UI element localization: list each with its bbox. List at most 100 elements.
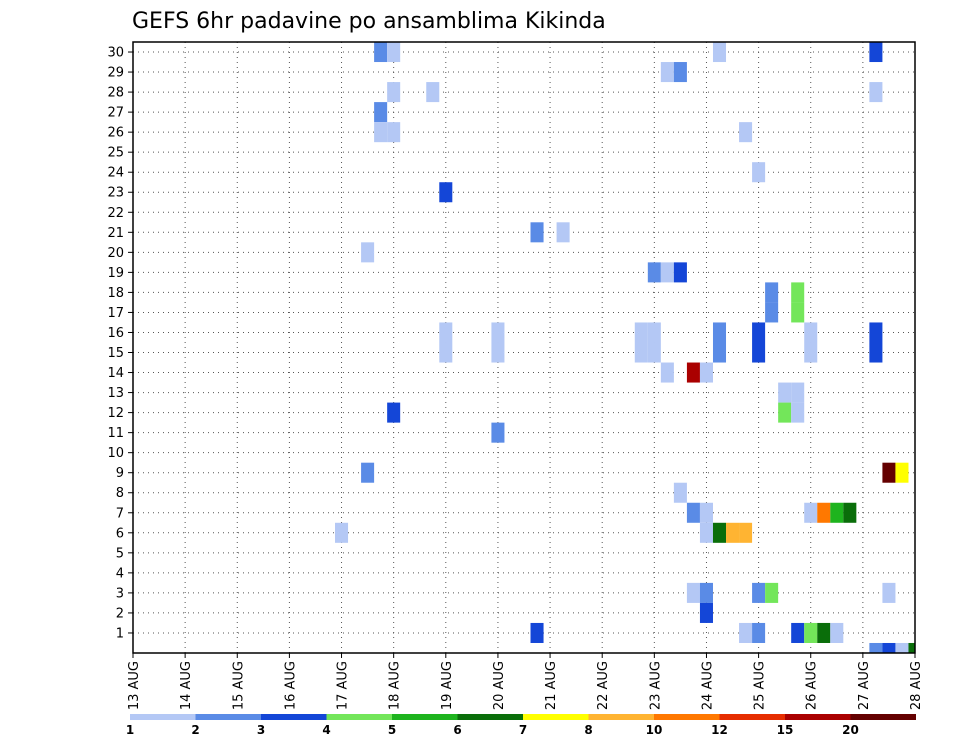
y-axis: 1234567891011121314151617181920212223242… (107, 46, 133, 641)
y-tick-label: 30 (107, 46, 124, 61)
colorbar-swatch (195, 714, 261, 720)
y-tick-label: 9 (116, 466, 124, 481)
y-tick-label: 12 (107, 406, 124, 421)
data-cell (491, 322, 505, 343)
data-cell (778, 382, 792, 403)
data-cell (791, 402, 805, 423)
data-cell (530, 622, 544, 643)
colorbar-swatch (326, 714, 392, 720)
colorbar-label: 6 (453, 723, 461, 737)
x-tick-label: 17 AUG (336, 661, 351, 710)
y-tick-label: 13 (107, 386, 124, 401)
data-cell (673, 262, 687, 283)
data-cell (739, 122, 753, 143)
data-cell (804, 622, 818, 643)
data-cell (804, 322, 818, 343)
x-tick-label: 18 AUG (388, 661, 403, 710)
data-cell (660, 262, 674, 283)
data-cell (439, 342, 453, 363)
data-cell (673, 482, 687, 503)
data-cell (895, 642, 909, 653)
data-cell (843, 502, 857, 523)
data-cell (830, 502, 844, 523)
data-cell (387, 402, 401, 423)
data-cell (712, 42, 727, 63)
y-tick-label: 10 (107, 446, 124, 461)
y-tick-label: 19 (107, 266, 124, 281)
colorbar-label: 7 (519, 723, 527, 737)
y-tick-label: 16 (107, 326, 124, 341)
data-cell (699, 522, 713, 543)
x-tick-label: 13 AUG (127, 661, 142, 710)
colorbar-label: 8 (584, 723, 592, 737)
data-cell (778, 402, 792, 423)
data-cell (634, 342, 648, 363)
data-cell (556, 222, 570, 243)
data-cell (647, 342, 661, 363)
data-cell (374, 122, 388, 143)
colorbar-label: 15 (777, 723, 794, 737)
y-tick-label: 6 (116, 526, 124, 541)
colorbar-label: 5 (388, 723, 396, 737)
y-tick-label: 8 (116, 486, 124, 501)
data-cell (361, 462, 375, 483)
x-tick-label: 15 AUG (231, 661, 246, 710)
data-cell (387, 82, 401, 103)
data-cell (791, 382, 805, 403)
x-tick-label: 24 AUG (700, 661, 715, 710)
data-cell (752, 322, 766, 343)
y-tick-label: 22 (107, 206, 124, 221)
data-cell (895, 462, 909, 483)
data-cell (647, 322, 661, 343)
y-tick-label: 21 (107, 226, 124, 241)
data-cell (699, 502, 713, 523)
data-cell (491, 422, 505, 443)
data-cell (752, 622, 766, 643)
x-tick-label: 14 AUG (179, 661, 194, 710)
data-cell (752, 582, 766, 603)
data-cell (712, 322, 727, 343)
y-tick-label: 4 (116, 566, 124, 581)
data-cell (439, 322, 453, 343)
x-tick-label: 27 AUG (857, 661, 872, 710)
y-tick-label: 5 (116, 546, 124, 561)
y-tick-label: 15 (107, 346, 124, 361)
y-tick-label: 23 (107, 186, 124, 201)
data-cell (765, 582, 779, 603)
data-cell (673, 62, 687, 83)
data-cell (335, 522, 349, 543)
data-cell (739, 622, 753, 643)
data-cell (699, 362, 713, 383)
data-cells (335, 42, 915, 653)
colorbar-swatch (457, 714, 523, 720)
y-tick-label: 11 (107, 426, 124, 441)
colorbar-swatch (785, 714, 851, 720)
data-cell (869, 82, 883, 103)
data-cell (712, 522, 727, 543)
y-tick-label: 27 (107, 106, 124, 121)
data-cell (830, 622, 844, 643)
data-cell (882, 582, 896, 603)
data-cell (791, 302, 805, 323)
data-cell (765, 282, 779, 303)
data-cell (869, 642, 883, 653)
colorbar-label: 3 (257, 723, 265, 737)
data-cell (791, 622, 805, 643)
y-tick-label: 29 (107, 66, 124, 81)
y-tick-label: 2 (116, 606, 124, 621)
data-cell (804, 502, 818, 523)
data-cell (726, 522, 740, 543)
data-cell (686, 502, 700, 523)
data-cell (752, 162, 766, 183)
x-tick-label: 20 AUG (492, 661, 507, 710)
y-tick-label: 28 (107, 86, 124, 101)
data-cell (686, 362, 700, 383)
y-tick-label: 20 (107, 246, 124, 261)
data-cell (647, 262, 661, 283)
data-cell (491, 342, 505, 363)
colorbar-label: 12 (711, 723, 728, 737)
data-cell (387, 42, 401, 63)
data-cell (387, 122, 401, 143)
y-tick-label: 26 (107, 126, 124, 141)
